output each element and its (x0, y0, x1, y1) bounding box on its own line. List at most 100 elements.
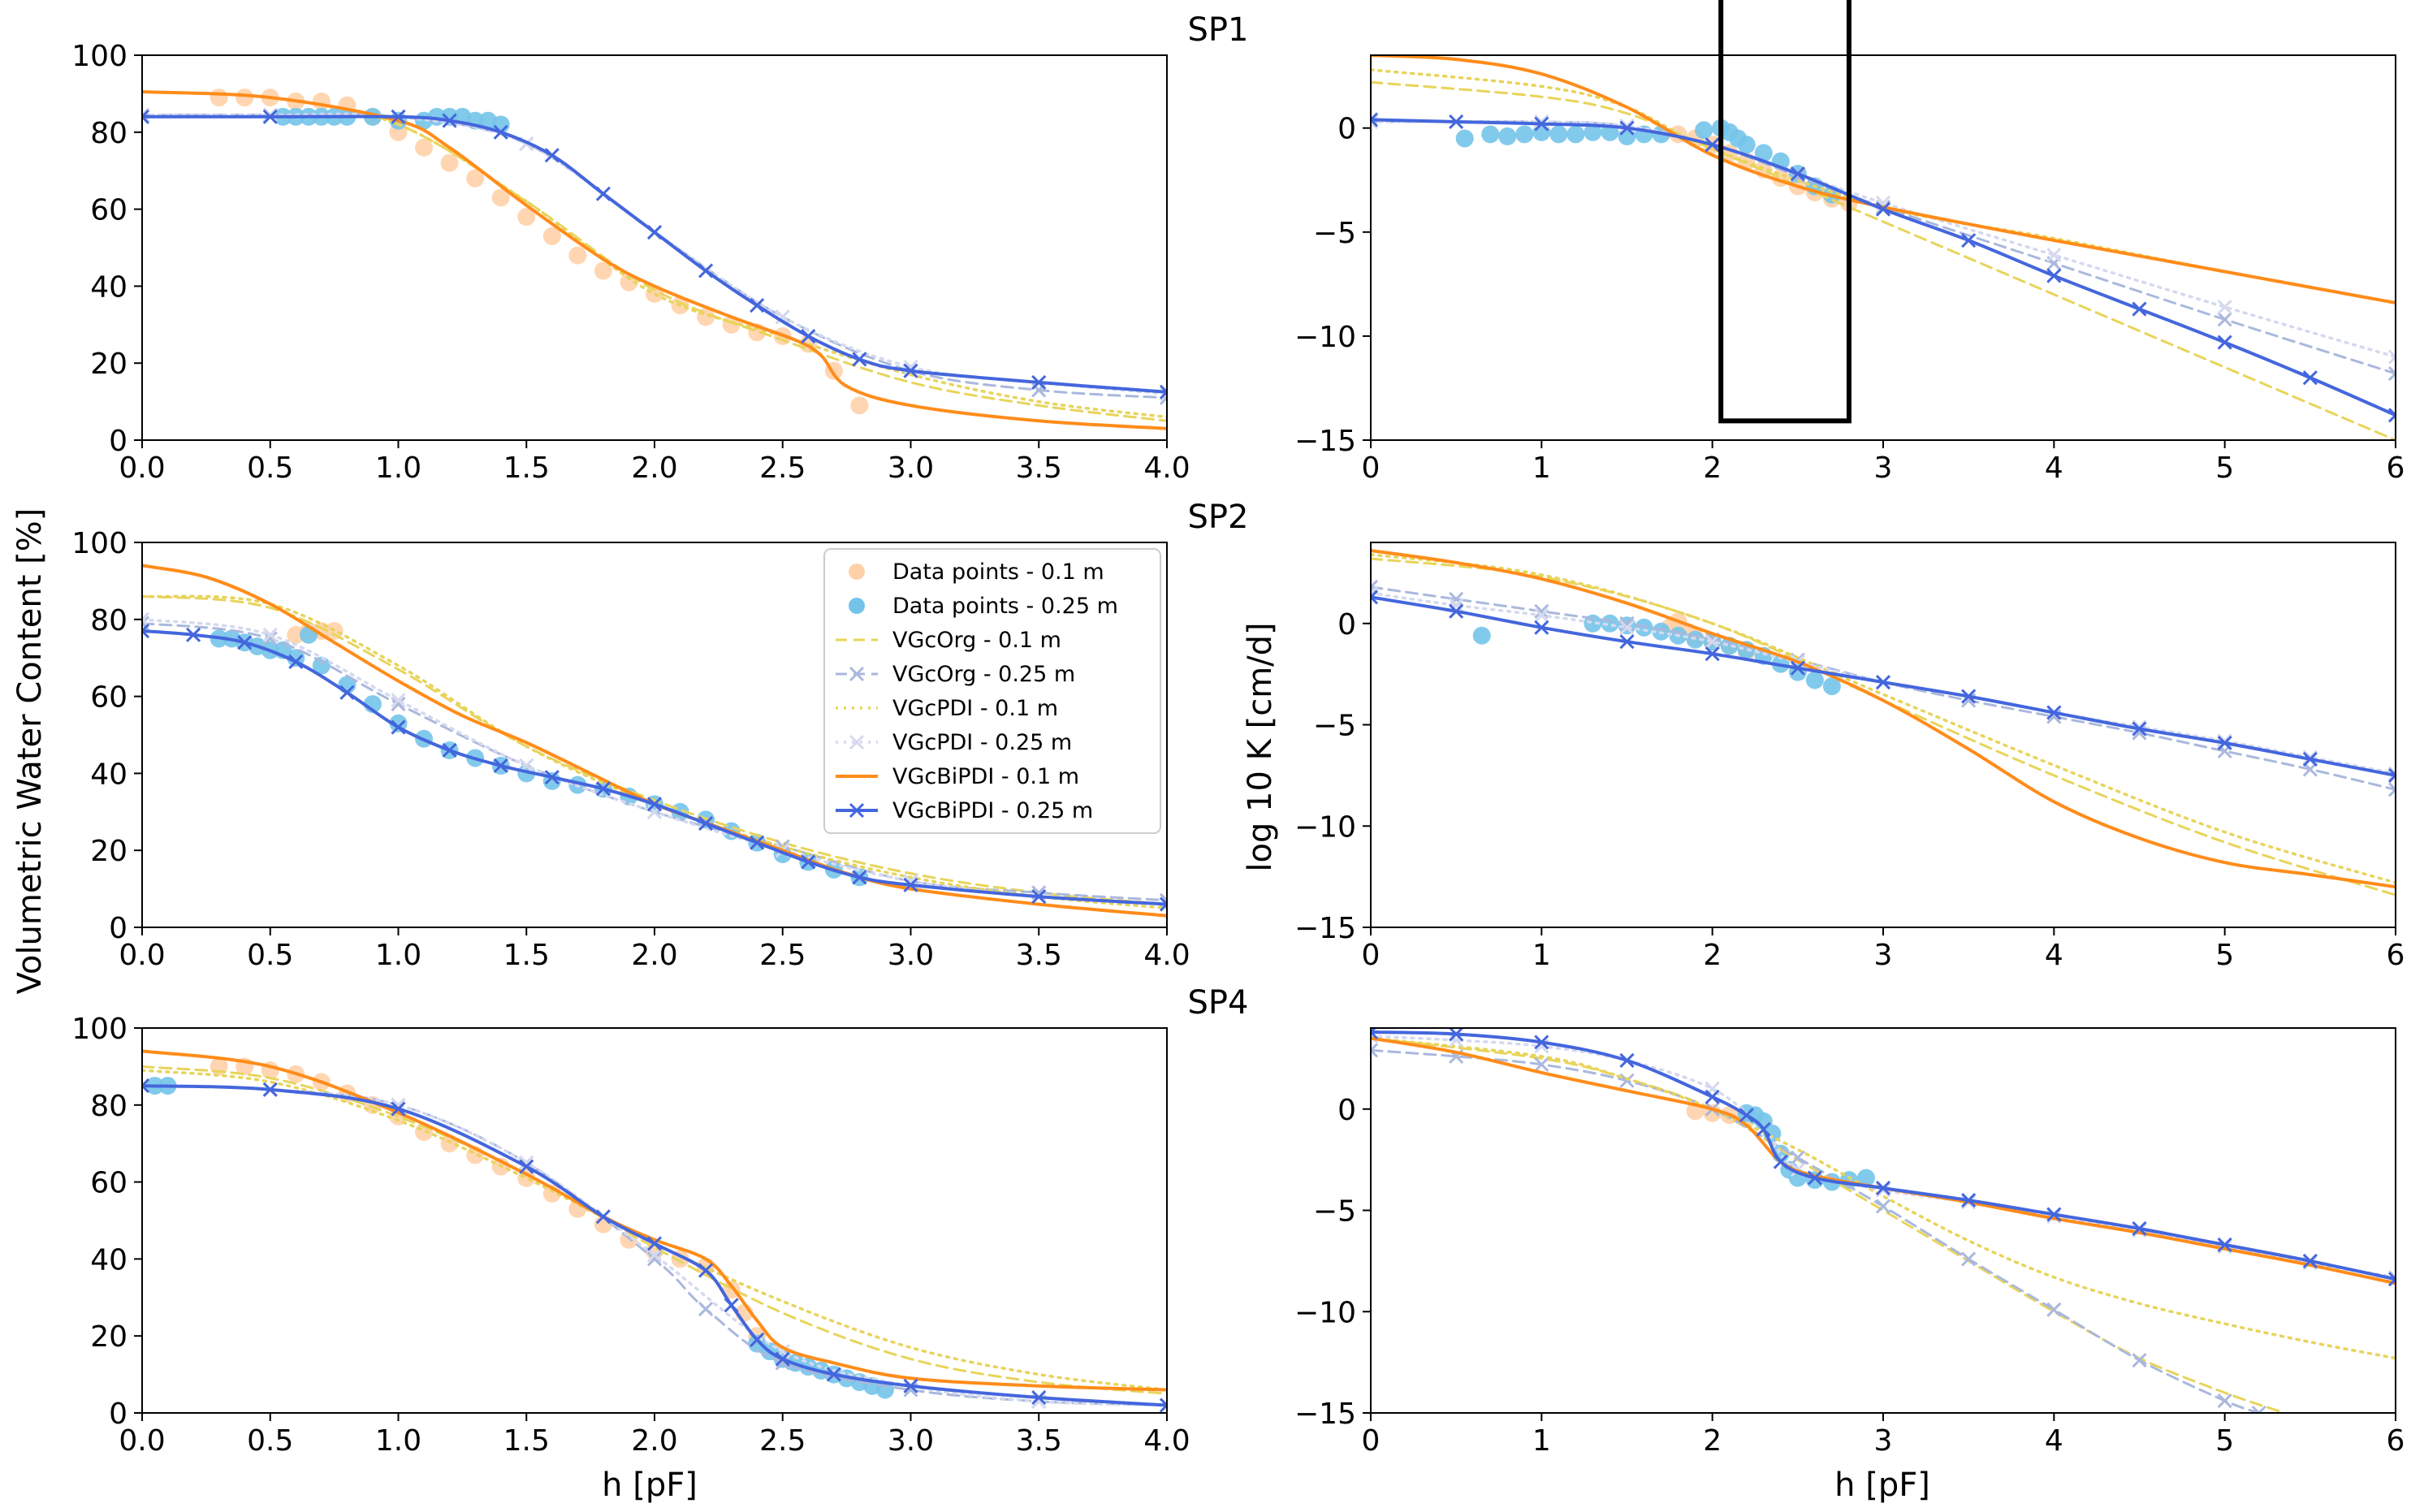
data-point (1754, 144, 1773, 162)
x-tick-label: 1.0 (375, 1424, 421, 1458)
x-marker (1031, 1389, 1047, 1406)
legend-item: VGcPDI - 0.1 m (836, 696, 1058, 721)
x-marker (775, 309, 790, 325)
x-marker (142, 611, 150, 627)
y-tick-label: 80 (90, 604, 127, 637)
series-line (1371, 595, 2396, 777)
series-line (1371, 549, 2396, 889)
data-point (1695, 121, 1713, 140)
y-tick-label: 40 (90, 270, 127, 304)
x-marker (903, 1378, 918, 1393)
y-tick-label: 60 (90, 194, 127, 227)
data-point (517, 208, 536, 227)
y-tick-label: 60 (90, 681, 127, 715)
x-marker (544, 770, 560, 785)
x-marker (1371, 112, 1379, 127)
legend-item: VGcBiPDI - 0.1 m (836, 764, 1079, 789)
x-tick-label: 0.5 (247, 1424, 293, 1458)
x-tick-label: 1.5 (503, 939, 550, 972)
x-marker (852, 870, 867, 885)
x-marker (2046, 1302, 2062, 1317)
y-axis-label-right: log 10 K [cm/d] (1242, 622, 1279, 871)
y-tick-label: −10 (1294, 321, 1356, 354)
x-tick-label: 6 (2387, 939, 2405, 972)
x-tick-label: 1 (1532, 939, 1551, 972)
x-tick-label: 4 (2045, 939, 2063, 972)
y-tick-label: 20 (90, 835, 127, 868)
series-line (1371, 1037, 2286, 1413)
series-vgcpdi-0-25-m (1371, 114, 2396, 365)
x-tick-label: 1.0 (375, 939, 421, 972)
series-vgcbipdi-0-25-m (142, 623, 1167, 912)
series-vgcbipdi-0-25-m (1371, 590, 2396, 783)
x-marker (1875, 1199, 1891, 1214)
x-marker (646, 1236, 663, 1251)
x-marker (1534, 620, 1549, 635)
y-tick-label: 40 (90, 758, 127, 791)
x-tick-label: 6 (2387, 1424, 2405, 1458)
x-marker (903, 877, 918, 892)
y-tick-label: 0 (1337, 113, 1356, 146)
x-marker (750, 835, 765, 850)
x-tick-label: 2 (1703, 1424, 1722, 1458)
x-marker (2387, 767, 2396, 783)
data-point (1472, 626, 1491, 645)
x-marker (2217, 299, 2232, 315)
x-marker (2387, 408, 2396, 423)
x-marker (1371, 590, 1379, 605)
series-line (142, 90, 1167, 422)
x-marker (2132, 301, 2147, 317)
panel-4: 0 1 2 3 4 5 6 −15 −10 −5 0 (1294, 542, 2405, 972)
x-marker (493, 124, 508, 140)
x-marker (595, 781, 611, 797)
x-marker (493, 758, 508, 773)
x-marker (1705, 137, 1720, 153)
series-group (142, 1049, 1167, 1413)
x-marker (142, 109, 150, 124)
x-marker (1619, 1073, 1635, 1088)
data-point (300, 625, 318, 644)
data-point (542, 227, 561, 245)
x-marker (1705, 634, 1720, 650)
plot-frame (1370, 54, 2396, 441)
x-tick-label: 2.5 (759, 939, 806, 972)
x-marker (1534, 1035, 1549, 1050)
x-marker (186, 627, 201, 642)
x-marker (391, 697, 406, 712)
x-marker (852, 352, 867, 367)
x-tick-label: 0.5 (247, 939, 293, 972)
series-vgcorg-0-1-m (142, 90, 1167, 422)
x-tick-label: 4 (2045, 451, 2063, 485)
legend-swatch (849, 598, 865, 614)
x-marker (2302, 1253, 2318, 1268)
series-line (142, 1049, 1167, 1392)
series-line (142, 90, 1167, 419)
y-tick-label: 80 (90, 117, 127, 150)
x-marker (544, 148, 560, 163)
y-tick-label: −10 (1294, 1296, 1356, 1329)
x-marker (750, 298, 765, 313)
x-marker (1705, 1089, 1720, 1104)
x-marker (698, 815, 714, 832)
data-point (1822, 677, 1841, 696)
legend-item: VGcPDI - 0.25 m (836, 730, 1072, 755)
x-marker (2046, 268, 2062, 283)
x-marker (1031, 374, 1047, 390)
panel-5: SP4 0.0 0.5 1.0 1.5 2.0 2.5 3.0 3.5 4.0 0 20 40 60 80 1… (71, 984, 1248, 1458)
panel-title: SP2 (1188, 499, 1249, 536)
data-point (1737, 136, 1756, 154)
series-line (142, 112, 1167, 395)
x-marker (442, 742, 457, 758)
x-marker (391, 719, 406, 735)
x-marker (262, 107, 278, 123)
series-vgcbipdi-0-25-m (1371, 112, 2396, 423)
series-vgcpdi-0-25-m (142, 107, 1167, 402)
x-tick-label: 3.0 (888, 939, 934, 972)
x-marker (595, 186, 611, 201)
x-marker (1449, 1028, 1464, 1042)
series-vgcpdi-0-1-m (1371, 553, 2396, 884)
series-vgcbipdi-0-25-m (1371, 1028, 2396, 1287)
x-marker (1159, 896, 1167, 912)
x-tick-label: 6 (2387, 451, 2405, 485)
plot-frame (1370, 542, 2396, 928)
